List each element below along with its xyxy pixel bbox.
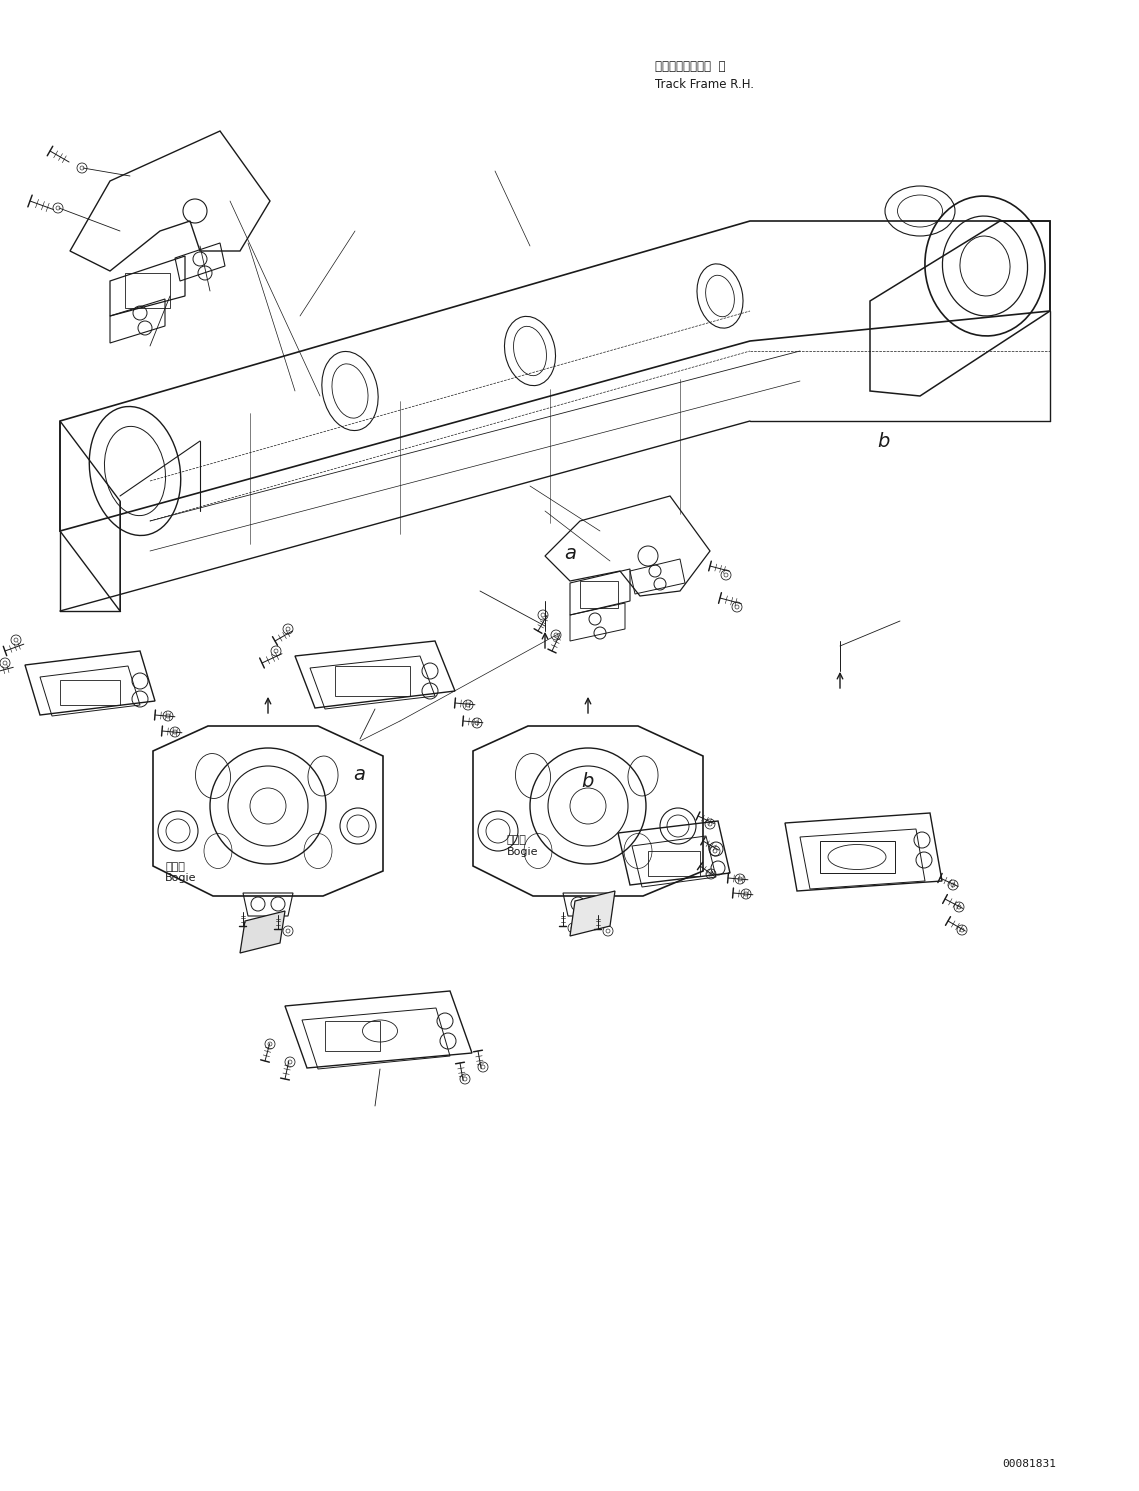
Text: Track Frame R.H.: Track Frame R.H. xyxy=(655,78,754,91)
Text: b: b xyxy=(877,432,890,452)
Text: ボギー
Bogie: ボギー Bogie xyxy=(507,835,539,856)
Text: b: b xyxy=(581,772,593,792)
Bar xyxy=(820,841,895,874)
Bar xyxy=(125,273,170,309)
Bar xyxy=(335,666,410,696)
Text: a: a xyxy=(353,765,366,784)
Polygon shape xyxy=(240,911,285,953)
Bar xyxy=(325,1021,380,1051)
Text: ボギー
Bogie: ボギー Bogie xyxy=(165,862,197,883)
Text: a: a xyxy=(564,544,576,564)
Text: トラックフレーム  右: トラックフレーム 右 xyxy=(655,60,726,73)
Bar xyxy=(580,581,618,608)
Bar xyxy=(648,851,700,877)
Text: 00081831: 00081831 xyxy=(1002,1458,1056,1469)
Bar xyxy=(60,680,120,705)
Polygon shape xyxy=(570,892,615,936)
